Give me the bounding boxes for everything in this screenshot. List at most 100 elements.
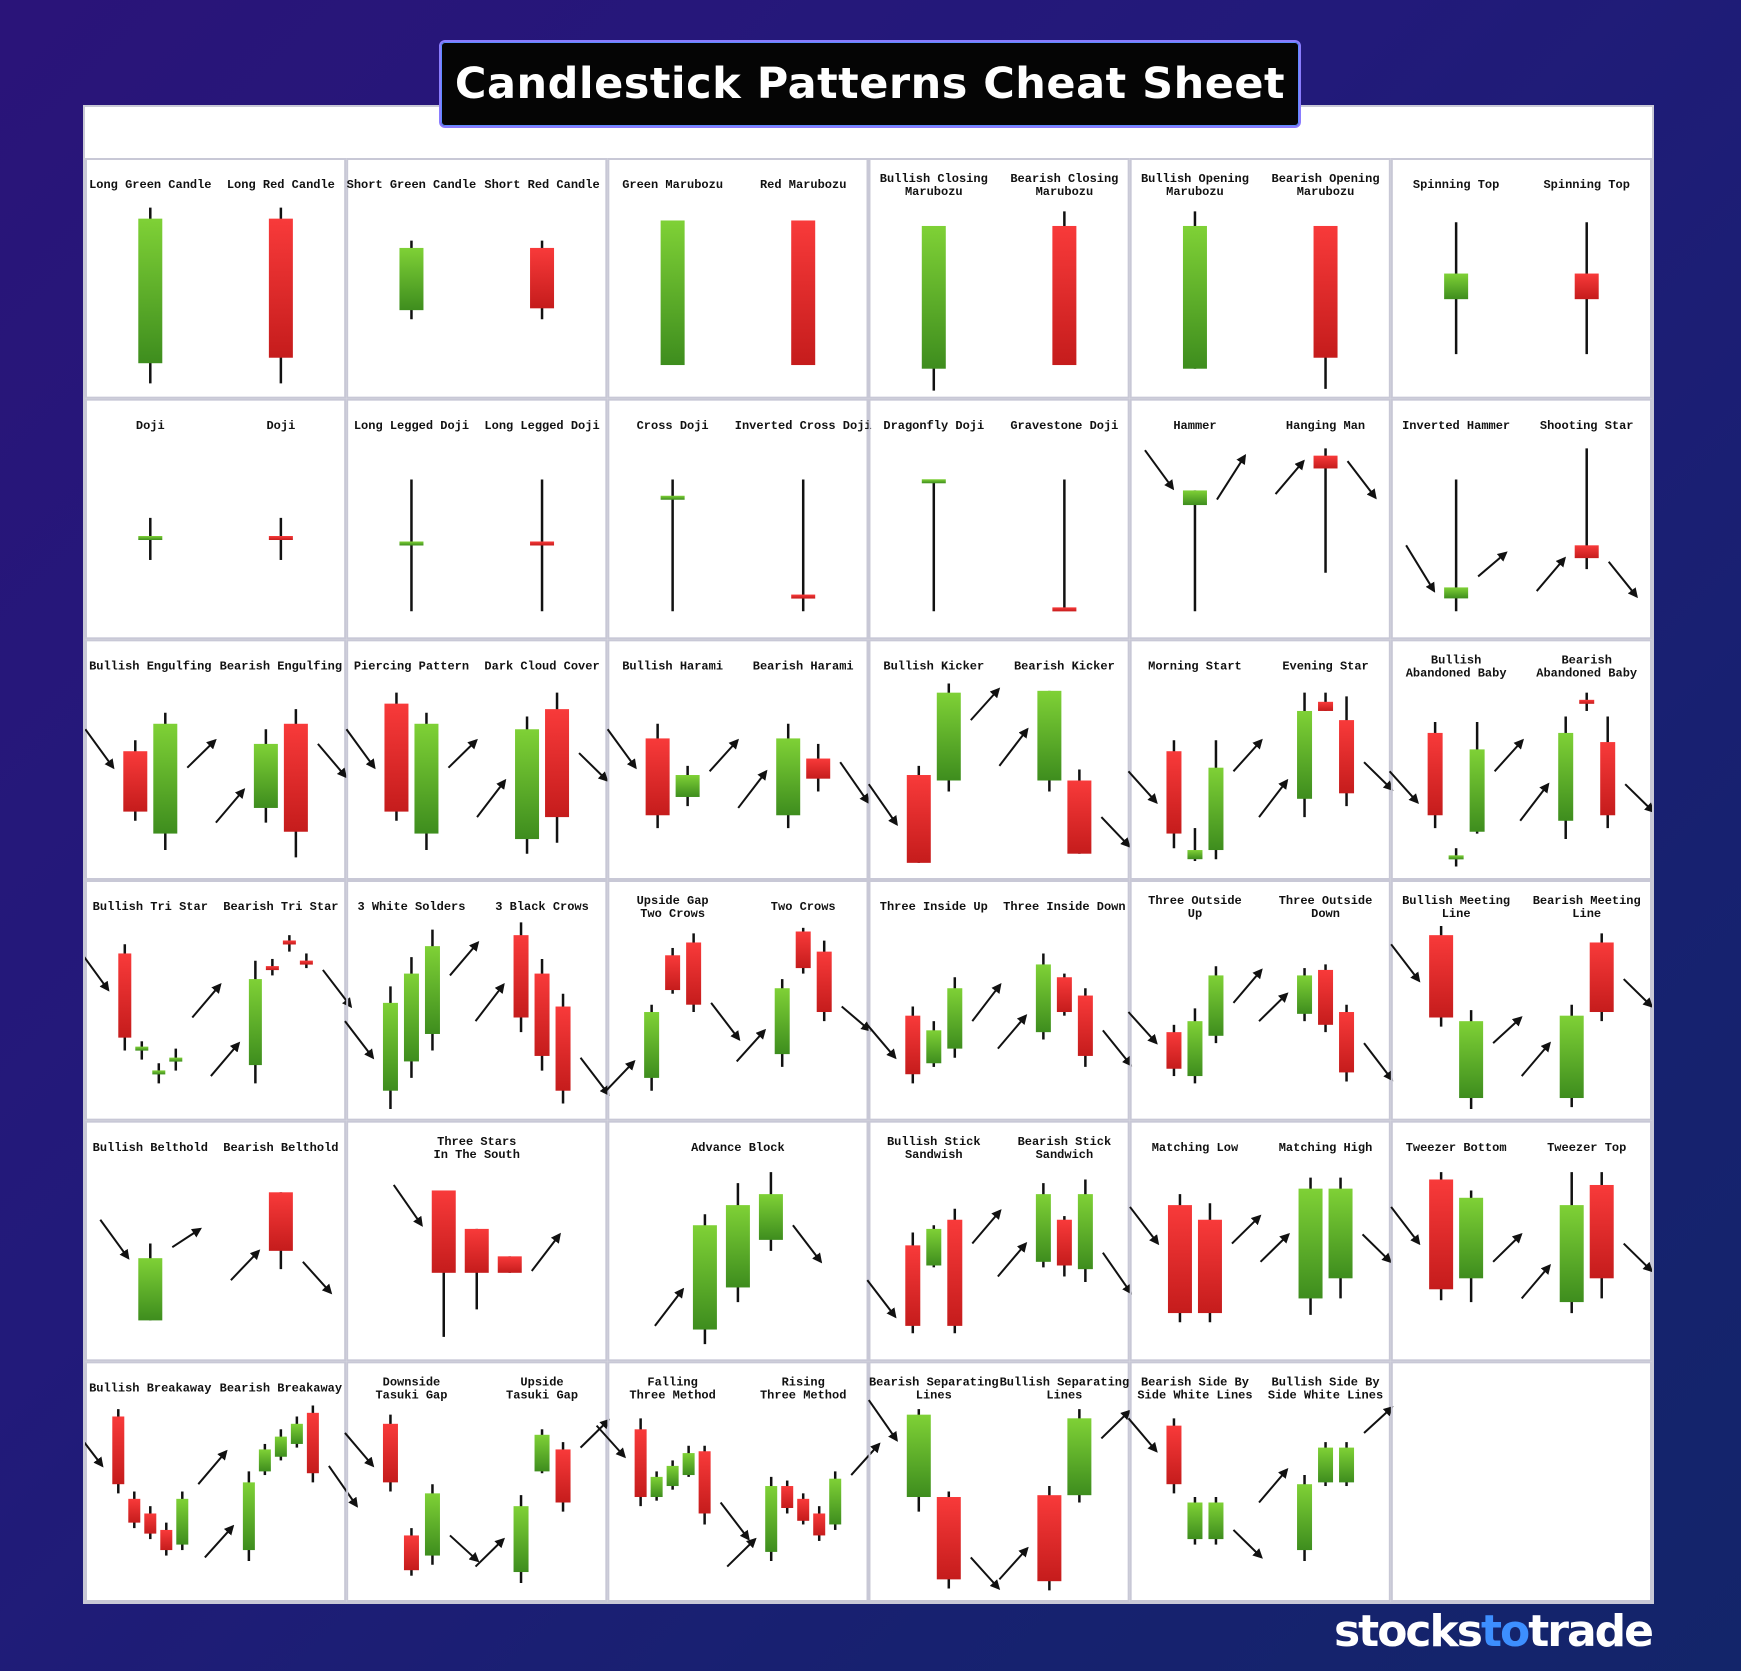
candle-body (513, 935, 529, 1018)
pattern-label: Three Outside (1148, 894, 1242, 908)
candle-body (414, 723, 439, 834)
cell-border (346, 880, 608, 1121)
bearish-candle (1197, 1203, 1222, 1323)
pattern-label: Bullish Stick (887, 1135, 981, 1149)
trend-down-arrow-icon (328, 1465, 359, 1508)
candle-body (1056, 977, 1072, 1013)
pattern-label: Down (1311, 907, 1340, 921)
pattern-cell: Bullish Breakaway Bearish Breakaway (85, 1361, 359, 1602)
bearish-candle (791, 479, 816, 612)
bullish-candle (135, 1041, 149, 1060)
pattern: Tweezer Top (1520, 1141, 1652, 1314)
candle-body (138, 1258, 163, 1321)
candle-body (135, 1046, 149, 1051)
pattern-label: Piercing Pattern (354, 660, 469, 674)
pattern-label: Bullish Kicker (883, 660, 984, 674)
cell-border (1129, 158, 1391, 399)
trend-up-arrow-icon (737, 769, 768, 809)
candle-body (123, 751, 148, 812)
trend-down-arrow-icon (719, 1501, 750, 1541)
pattern: Bullish Engulfing (85, 660, 217, 851)
bearish-candle (1166, 1418, 1182, 1494)
bullish-candle (666, 1460, 679, 1490)
trend-down-arrow-icon (85, 728, 115, 770)
cell-border (85, 158, 347, 399)
candle-body (1339, 720, 1355, 794)
trend-down-arrow-icon (1390, 1206, 1421, 1246)
bearish-candle (282, 935, 296, 952)
candle-body (274, 1436, 287, 1457)
cell-border (1129, 639, 1391, 881)
bearish-candle (1056, 1216, 1072, 1277)
candle-body (403, 1535, 419, 1571)
candle-body (725, 1205, 750, 1288)
candle-body (1077, 1194, 1093, 1270)
pattern-cell: Morning Start Evening Star (1127, 639, 1394, 881)
bearish-candle (1339, 696, 1355, 807)
pattern-label: Bearish (1561, 654, 1611, 668)
bearish-candle (645, 723, 670, 829)
candle-body (660, 495, 685, 500)
pattern-label: 3 Black Crows (495, 900, 589, 914)
pattern-label: Long Green Candle (89, 178, 211, 192)
pattern-label: Bearish Engulfing (220, 660, 342, 674)
candle-body (138, 218, 163, 364)
trend-down-arrow-icon (1129, 1206, 1160, 1246)
pattern-cell: Tweezer Bottom Tweezer Top (1390, 1120, 1652, 1362)
trend-up-arrow-icon (970, 687, 1001, 721)
candle-body (926, 1228, 942, 1266)
trend-up-arrow-icon (1520, 1041, 1552, 1077)
pattern-label: Tweezer Bottom (1406, 1141, 1507, 1155)
trend-up-arrow-icon (474, 982, 505, 1022)
candle-body (1318, 969, 1334, 1025)
candle-body (1600, 742, 1616, 816)
candle-body (1459, 1197, 1484, 1279)
pattern-label: Line (1442, 907, 1471, 921)
bearish-candle (1166, 1024, 1182, 1077)
trend-down-arrow-icon (595, 1424, 626, 1459)
pattern: Red Marubozu (760, 178, 846, 366)
pattern-cell: Green Marubozu Red Marubozu (607, 158, 869, 399)
pattern-label: Two Crows (640, 907, 705, 921)
bullish-candle (774, 979, 790, 1067)
bullish-candle (675, 765, 700, 807)
cell-border (1390, 1120, 1652, 1362)
pattern-label: Marubozu (1036, 185, 1094, 199)
bearish-candle (816, 940, 832, 1022)
bullish-candle (138, 517, 163, 560)
trend-up-arrow-icon (1216, 453, 1247, 501)
pattern: Bearish Kicker (998, 660, 1131, 854)
bearish-candle (144, 1506, 157, 1540)
candle-body (921, 479, 946, 484)
pattern-label: Bearish Side By (1141, 1376, 1249, 1390)
cell-border (607, 398, 869, 640)
candle-body (1427, 732, 1443, 816)
bearish-candle (384, 692, 409, 821)
trend-down-arrow-icon (85, 1441, 104, 1468)
pattern: Matching High (1259, 1141, 1392, 1315)
bullish-candle (258, 1443, 271, 1476)
trend-up-arrow-icon (530, 1232, 561, 1272)
pattern-label: Side White Lines (1268, 1389, 1383, 1403)
pattern-label: Green Marubozu (622, 178, 723, 192)
pattern-cell: Cross Doji Inverted Cross Doji (607, 398, 872, 640)
trend-up-arrow-icon (1519, 782, 1550, 822)
pattern-label: Evening Star (1282, 660, 1368, 674)
bearish-candle (382, 1414, 398, 1492)
bullish-candle (650, 1471, 663, 1501)
cell-border (1390, 158, 1652, 399)
bullish-candle (1469, 721, 1485, 834)
pattern-label: Three Method (760, 1389, 846, 1403)
candle-body (382, 1423, 398, 1483)
bullish-candle (153, 712, 178, 851)
trend-up-arrow-icon (191, 983, 222, 1019)
candle-body (936, 692, 961, 781)
pattern: Bearish Breakaway (204, 1382, 359, 1562)
pattern-label: Sandwich (1036, 1148, 1094, 1162)
cell-border (1129, 880, 1391, 1121)
